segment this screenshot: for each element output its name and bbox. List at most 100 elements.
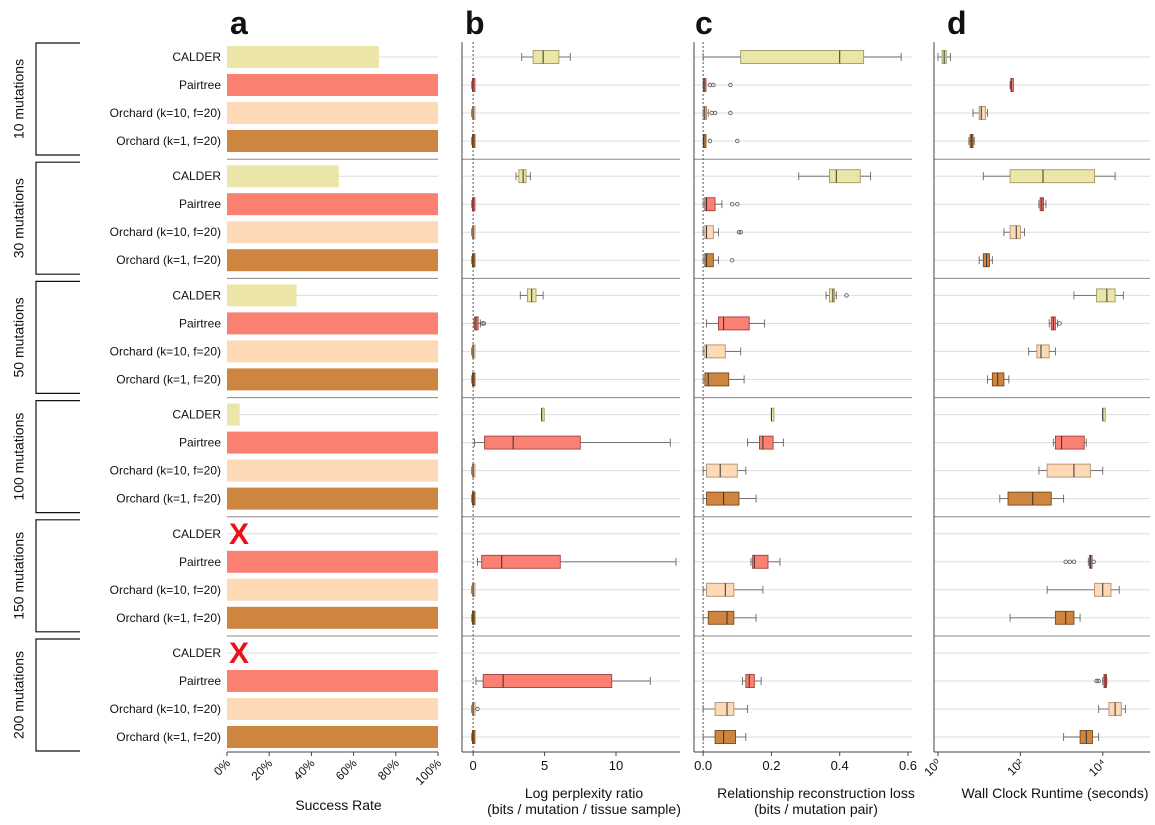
- box-plot: [471, 582, 476, 597]
- box-plot: [702, 197, 740, 212]
- box: [829, 288, 836, 303]
- box-plot: [702, 491, 757, 506]
- box-plot: [1038, 197, 1047, 212]
- box-plot: [474, 435, 671, 450]
- x-axis-title: Wall Clock Runtime (seconds): [962, 785, 1149, 801]
- group-label: 50 mutations: [11, 297, 27, 377]
- x-tick-label: 0.6: [899, 758, 917, 773]
- x-tick-label: 10⁴: [1086, 756, 1109, 779]
- method-label: Orchard (k=1, f=20): [116, 492, 221, 506]
- box: [1046, 463, 1091, 478]
- outlier-point: [736, 229, 742, 235]
- success-bar: [227, 46, 379, 68]
- method-label: Orchard (k=10, f=20): [110, 464, 221, 478]
- method-label: Pairtree: [179, 316, 221, 330]
- box: [481, 554, 561, 569]
- box-plot: [770, 407, 775, 422]
- box: [471, 344, 476, 359]
- method-label: CALDER: [172, 50, 221, 64]
- box-plot: [1028, 344, 1056, 359]
- method-label: Pairtree: [179, 555, 221, 569]
- box: [518, 169, 527, 184]
- group-bracket: 30 mutations: [11, 161, 80, 275]
- group-label: 10 mutations: [11, 59, 27, 139]
- box-plot: [747, 435, 784, 450]
- group-bracket: 100 mutations: [11, 400, 80, 514]
- box: [471, 730, 476, 744]
- outlier-point: [712, 110, 718, 116]
- box-plot: [1046, 582, 1120, 597]
- box: [706, 582, 735, 597]
- box-plot: [473, 316, 487, 331]
- success-bar: [227, 606, 438, 629]
- method-label: Orchard (k=10, f=20): [110, 106, 221, 120]
- success-bar: [227, 670, 438, 692]
- x-tick-label: 40%: [291, 756, 318, 783]
- success-bar: [227, 368, 438, 391]
- box: [471, 253, 476, 268]
- box-plot: [999, 491, 1065, 506]
- box-plot: [471, 225, 476, 240]
- box-plot: [702, 134, 740, 148]
- box-plot: [541, 407, 545, 422]
- bracket-line: [35, 400, 80, 514]
- method-label: Pairtree: [179, 197, 221, 211]
- x-tick-label: 5: [541, 758, 548, 773]
- failed-x-mark: X: [229, 637, 249, 670]
- box-plot: [471, 134, 476, 148]
- success-bar: [227, 249, 438, 272]
- box: [704, 225, 714, 240]
- box: [471, 197, 476, 212]
- box-plot: [519, 288, 544, 303]
- x-tick-label: 20%: [248, 756, 275, 783]
- box-plot: [475, 674, 651, 688]
- success-bar: [227, 102, 438, 124]
- box: [714, 702, 735, 716]
- x-tick-label: 10: [609, 758, 623, 773]
- box-plot: [471, 372, 476, 387]
- box-plot: [1009, 610, 1081, 625]
- box: [704, 372, 730, 387]
- x-axis-title: Relationship reconstruction loss: [717, 785, 915, 801]
- box: [471, 610, 476, 625]
- box: [706, 463, 738, 478]
- box: [1054, 435, 1085, 450]
- box-plot: [986, 372, 1010, 387]
- box-plot: [702, 344, 742, 359]
- box-plot: [471, 730, 476, 744]
- box-plot: [1063, 554, 1096, 569]
- success-bar: [227, 221, 438, 244]
- bracket-line: [35, 638, 80, 752]
- bracket-line: [35, 519, 80, 633]
- box-plot: [702, 463, 747, 478]
- box: [1096, 288, 1116, 303]
- group-label: 30 mutations: [11, 178, 27, 258]
- outlier-point: [480, 321, 485, 326]
- success-bar: [227, 403, 240, 426]
- bracket-line: [35, 161, 80, 275]
- failed-x-mark: X: [229, 518, 249, 551]
- box: [714, 730, 737, 744]
- method-label: CALDER: [172, 288, 221, 302]
- x-tick-label: 0%: [211, 756, 233, 778]
- box-plot: [978, 253, 993, 268]
- box: [471, 78, 476, 92]
- box: [1036, 344, 1050, 359]
- box: [706, 491, 740, 506]
- box-plot: [1048, 316, 1062, 331]
- outlier-point: [481, 321, 487, 326]
- box: [471, 582, 476, 597]
- box-plot: [982, 169, 1116, 184]
- success-bar: [227, 284, 297, 307]
- box-plot: [515, 169, 531, 184]
- box: [745, 674, 755, 688]
- box-plot: [702, 50, 902, 64]
- box-plot: [1052, 435, 1087, 450]
- outlier-point: [728, 110, 733, 116]
- box: [532, 50, 560, 64]
- group-label: 150 mutations: [11, 532, 27, 620]
- x-tick-label: 60%: [333, 756, 360, 783]
- box: [471, 372, 476, 387]
- box-plot: [798, 169, 871, 184]
